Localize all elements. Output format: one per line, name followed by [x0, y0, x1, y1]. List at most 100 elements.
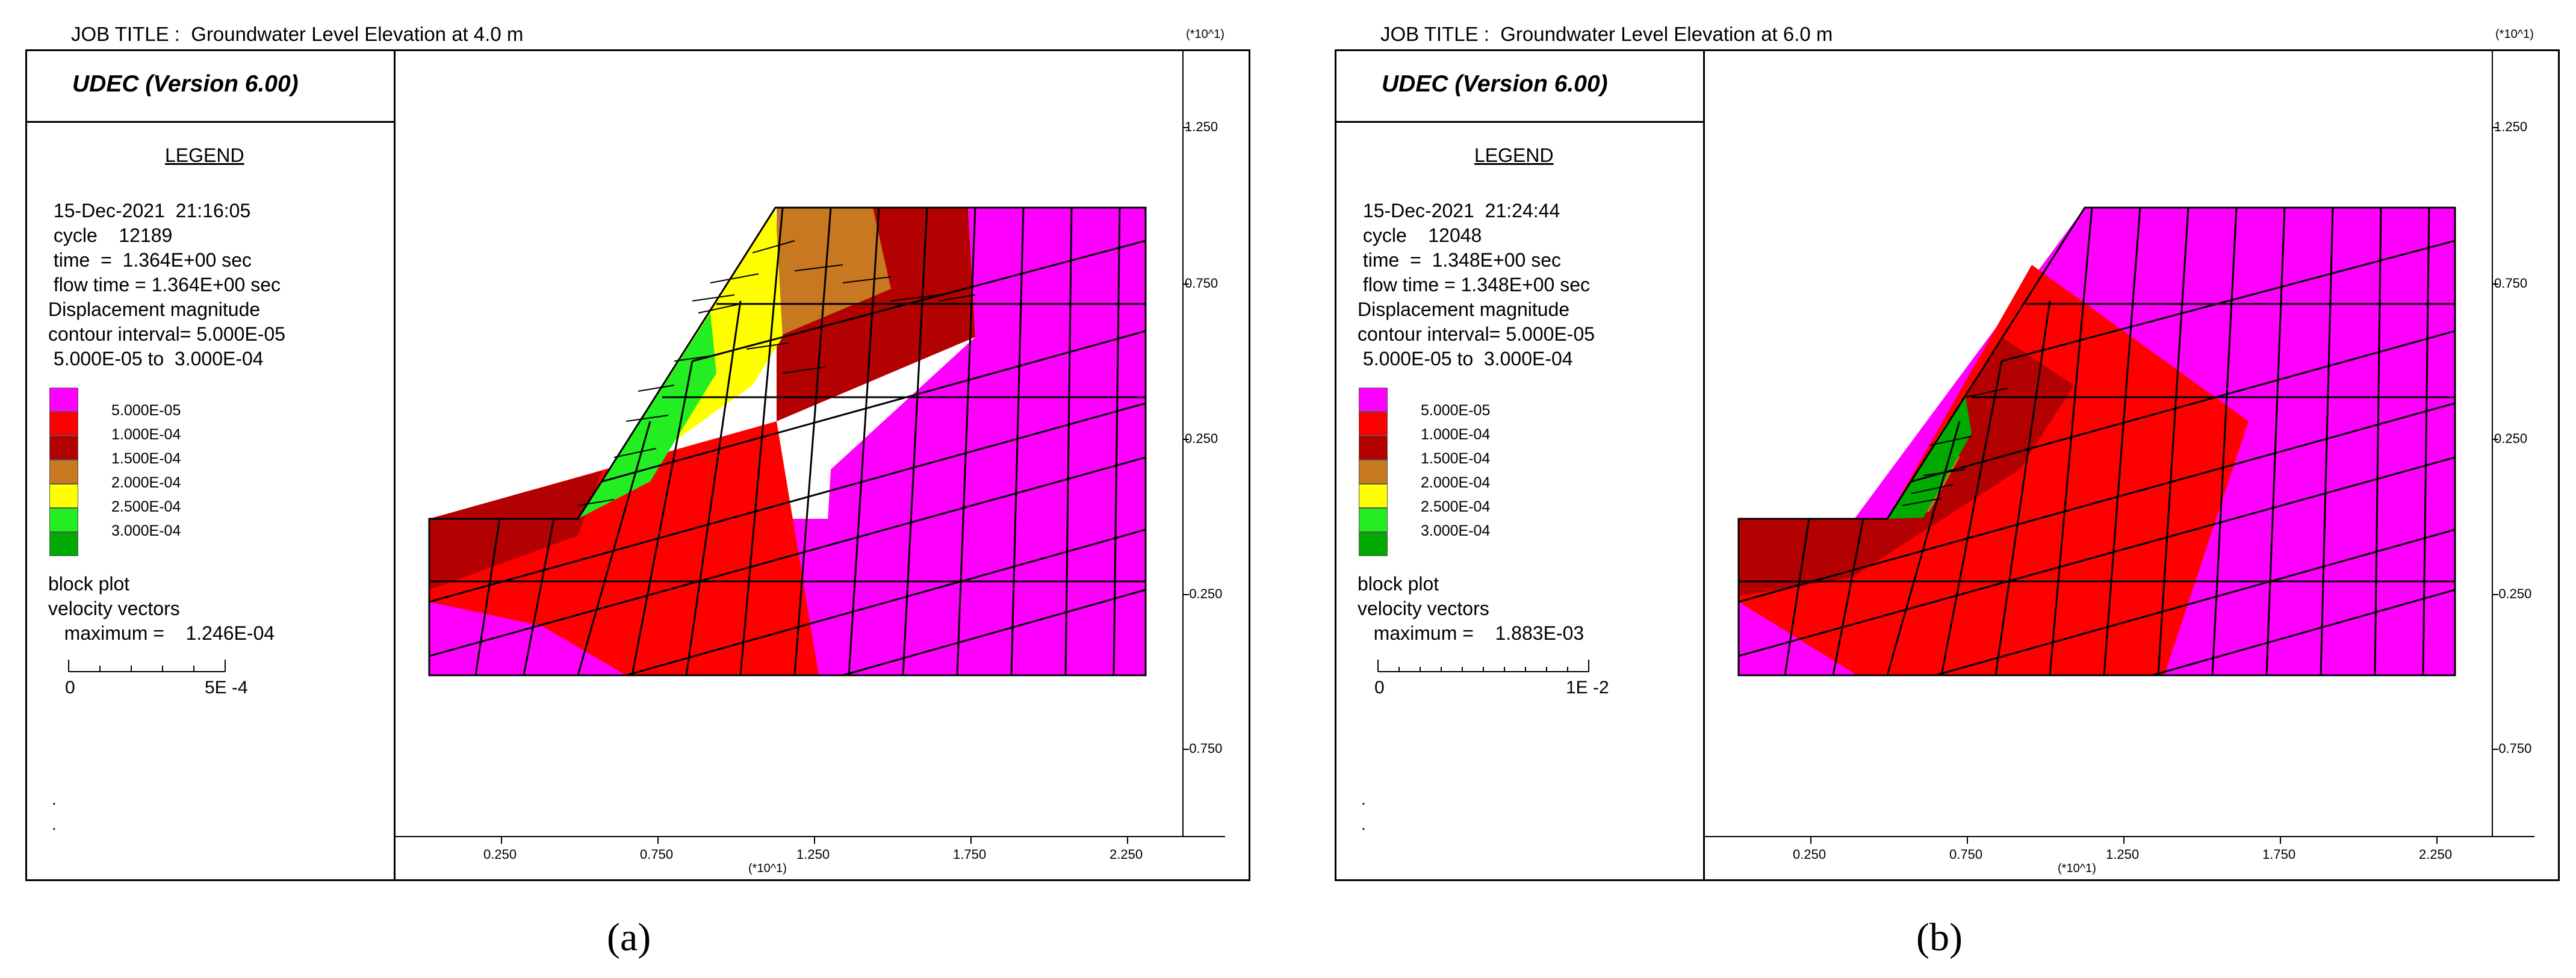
joint-v3 [577, 421, 651, 676]
y-axis-exponent: (*10^1) [2495, 28, 2534, 41]
zone-darkred-toe [429, 471, 602, 590]
zone-magenta-right [819, 208, 1146, 675]
x-tick-label: 1.250 [796, 847, 830, 862]
joint-v9 [902, 207, 928, 676]
velocity-vectors-label: velocity vectors [1358, 598, 1489, 619]
maximum-line: maximum = 1.246E-04 [48, 622, 275, 644]
legend-panel: UDEC (Version 6.00) LEGEND 15-Dec-2021 2… [1335, 49, 1705, 881]
velocity-vectors-label: velocity vectors [48, 598, 180, 619]
interval-line: contour interval= 5.000E-05 [1358, 323, 1595, 345]
model-boundary [428, 206, 1147, 676]
scale-end: 1E -2 [1566, 678, 1609, 698]
interval-line: contour interval= 5.000E-05 [48, 323, 286, 345]
plot-frame [1335, 49, 2560, 881]
plot-frame [25, 49, 1250, 881]
joint-v7 [2103, 207, 2141, 676]
dot: . [1361, 790, 1366, 808]
zone-green [578, 313, 716, 519]
y-tick-label: -0.250 [2494, 586, 2532, 601]
panel-b: JOB TITLE : Groundwater Level Elevation … [1309, 0, 2562, 978]
range-line: 5.000E-05 to 3.000E-04 [1358, 348, 1573, 370]
x-tick-label: 2.250 [1110, 847, 1143, 862]
zone-green [1887, 397, 1972, 519]
model-boundary [1737, 206, 2456, 676]
contour-label: 3.000E-04 [111, 522, 181, 539]
joint-d4 [2152, 589, 2456, 676]
joint-v11 [1010, 207, 1025, 676]
contour-label: 2.000E-04 [1421, 474, 1491, 491]
run-info: 15-Dec-2021 21:16:05 cycle 12189 time = … [48, 199, 285, 371]
x-tick-label: 0.750 [640, 847, 674, 862]
contour-swatch [1359, 508, 1388, 532]
maximum-line: maximum = 1.883E-03 [1358, 622, 1584, 644]
x-tick-label: 1.750 [953, 847, 987, 862]
contour-swatch [49, 388, 78, 412]
contour-label: 2.000E-04 [111, 474, 181, 491]
joint-v5 [1994, 300, 2051, 676]
y-tick-label: -0.250 [1185, 586, 1223, 601]
y-tick-label: -0.750 [1185, 741, 1223, 756]
joint-v10 [956, 207, 976, 676]
joint-v12 [1064, 207, 1073, 676]
joint-v4 [631, 361, 694, 676]
y-tick-label: 0.250 [1185, 431, 1218, 446]
joint-v13 [1113, 207, 1121, 676]
x-tick-label: 2.250 [2419, 847, 2453, 862]
contour-swatch [1359, 388, 1388, 412]
joint-v2 [523, 518, 555, 676]
time-line: time = 1.348E+00 sec [1358, 249, 1561, 271]
contour-swatch [1359, 484, 1388, 508]
run-info: 15-Dec-2021 21:24:44 cycle 12048 time = … [1358, 199, 1595, 371]
scale-end: 5E -4 [205, 678, 248, 698]
x-tick-label: 0.250 [1793, 847, 1826, 862]
y-axis-ticks [2492, 49, 2498, 837]
panel-a: JOB TITLE : Groundwater Level Elevation … [0, 0, 1252, 978]
joint-v9 [2211, 207, 2238, 676]
contour-swatch [1359, 532, 1388, 556]
x-tick-label: 0.750 [1949, 847, 1983, 862]
joint-v11 [2320, 207, 2334, 676]
contour-swatch [49, 460, 78, 484]
joint-v1 [1784, 518, 1810, 676]
y-axis-exponent: (*10^1) [1186, 28, 1224, 41]
time-line: time = 1.364E+00 sec [48, 249, 252, 271]
joint-d2 [429, 456, 1146, 657]
scale-start: 0 [1374, 678, 1385, 698]
joint-v8 [848, 207, 880, 676]
cycle-line: cycle 12189 [48, 224, 173, 246]
velocity-vectors [577, 240, 976, 506]
model-plot [1705, 49, 2534, 844]
legend-panel: UDEC (Version 6.00) LEGEND 15-Dec-2021 2… [25, 49, 396, 881]
y-tick-label: 0.750 [2494, 276, 2528, 291]
displacement-line: Displacement magnitude [48, 299, 261, 320]
vector-info: block plot velocity vectors maximum = 1.2… [48, 572, 275, 646]
contour-swatch [49, 532, 78, 556]
contour-swatch [49, 436, 78, 460]
joint-d3 [1935, 528, 2456, 676]
joint-v8 [2157, 207, 2190, 676]
joint-d2 [1738, 456, 2456, 657]
joint-v4 [1940, 361, 2003, 676]
contour-label: 5.000E-05 [1421, 402, 1491, 419]
version-title: UDEC (Version 6.00) [1335, 49, 1703, 123]
joint-d5 [1911, 330, 2456, 483]
contour-swatch [49, 508, 78, 532]
version-title: UDEC (Version 6.00) [25, 49, 394, 123]
joint-v12 [2374, 207, 2382, 676]
vector-info: block plot velocity vectors maximum = 1.8… [1358, 572, 1584, 646]
y-axis-ticks [1182, 49, 1189, 837]
contour-swatch [1359, 412, 1388, 436]
joint-v13 [2422, 207, 2430, 676]
subfigure-label: (a) [607, 915, 651, 959]
job-title: JOB TITLE : Groundwater Level Elevation … [71, 23, 524, 45]
x-axis-ticks [1705, 836, 2534, 844]
block-plot-label: block plot [1358, 573, 1439, 595]
flow-time-line: flow time = 1.364E+00 sec [48, 274, 281, 296]
legend-title: LEGEND [1474, 144, 1554, 166]
joint-v3 [1886, 421, 1961, 676]
joint-v10 [2265, 207, 2286, 676]
joint-d1 [429, 402, 1146, 603]
block-plot-label: block plot [48, 573, 130, 595]
x-tick-label: 1.750 [2262, 847, 2296, 862]
contour-swatch [1359, 436, 1388, 460]
